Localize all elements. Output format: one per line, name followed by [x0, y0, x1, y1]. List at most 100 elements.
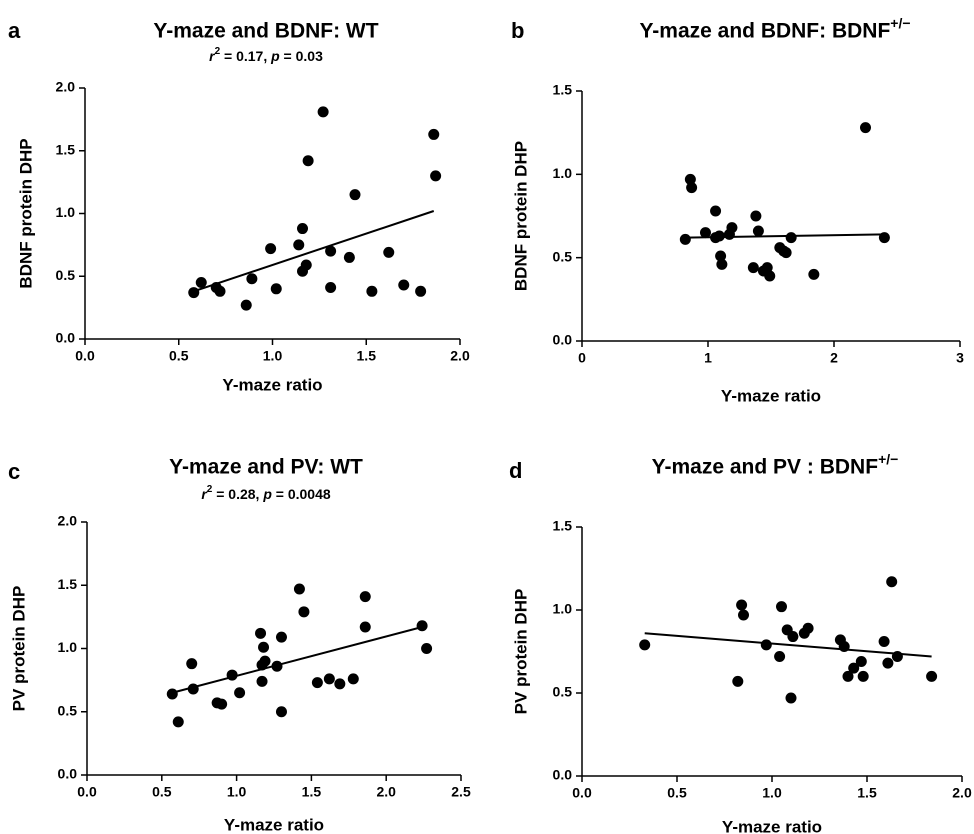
data-point [187, 683, 199, 695]
x-tick-label: 2.0 [450, 348, 470, 364]
data-point [710, 205, 722, 217]
data-point [878, 636, 890, 648]
data-point [726, 222, 738, 234]
y-tick-label: 1.0 [553, 601, 573, 617]
data-point [732, 675, 744, 687]
y-tick-label: 2.0 [56, 79, 76, 95]
x-tick-label: 1.5 [302, 784, 322, 800]
data-point [234, 687, 246, 699]
data-point [325, 282, 337, 294]
x-tick-label: 1.0 [227, 784, 247, 800]
data-point [421, 643, 433, 654]
y-tick-label: 0.5 [553, 684, 573, 700]
data-point [686, 182, 698, 194]
data-point [216, 698, 228, 710]
data-point [275, 706, 287, 718]
panel-c: c Y-maze and PV: WT r2 = 0.28, p = 0.0048 0… [8, 456, 471, 834]
data-point [226, 669, 238, 681]
data-point [300, 259, 312, 271]
data-point [293, 583, 305, 595]
data-point [882, 657, 894, 669]
data-point [259, 655, 271, 667]
y-tick-label: 0.5 [58, 702, 78, 718]
data-point [842, 670, 854, 682]
data-point [298, 606, 310, 618]
data-point [787, 631, 799, 643]
data-point [713, 230, 725, 242]
data-point [752, 225, 764, 237]
data-point [760, 639, 772, 651]
data-point [891, 650, 903, 662]
x-tick-label: 1.5 [857, 785, 877, 801]
data-point [699, 227, 711, 239]
data-point [383, 246, 395, 258]
data-point [878, 232, 890, 244]
y-axis-title: BDNF protein DHP [511, 141, 530, 291]
panel-d: d Y-maze and PV : BDNF+/− 0.0 0.5 1.0 1.5 2.0 0… [509, 451, 972, 834]
data-point [736, 599, 748, 611]
data-point [428, 128, 440, 140]
data-point [416, 620, 428, 632]
data-point [398, 279, 410, 291]
y-tick-label: 0.5 [56, 267, 76, 283]
y-tick-label: 0.0 [58, 766, 78, 782]
regression-line [172, 626, 423, 694]
data-point [271, 660, 283, 672]
data-point [359, 591, 371, 603]
data-point [246, 273, 258, 285]
data-point [738, 609, 749, 621]
data-point [255, 627, 267, 639]
data-point [214, 285, 226, 297]
data-point [275, 631, 287, 643]
y-tick-label: 1.5 [56, 141, 76, 157]
data-point [325, 245, 337, 257]
data-point [430, 170, 442, 182]
y-axis-title: PV protein DHP [511, 589, 530, 715]
y-tick-label: 1.5 [553, 82, 573, 98]
data-point [366, 285, 378, 297]
data-point [716, 258, 728, 270]
data-point [302, 155, 314, 167]
data-point [195, 277, 207, 289]
data-point [166, 688, 178, 700]
y-tick-label: 1.0 [553, 165, 573, 181]
data-point [256, 675, 268, 687]
y-axis-title: PV protein DHP [9, 586, 28, 712]
data-point [761, 262, 773, 274]
y-tick-label: 2.0 [58, 513, 78, 529]
x-tick-label: 2.5 [451, 784, 471, 800]
data-point [926, 670, 938, 682]
data-point [776, 601, 787, 613]
data-point [415, 285, 427, 297]
panel-b: b Y-maze and BDNF: BDNF+/− 0 1 2 3 0.0 0.5 1.0 1.… [511, 15, 964, 406]
data-point [715, 250, 727, 262]
y-tick-label: 1.5 [553, 518, 573, 534]
x-tick-label: 1.5 [357, 348, 377, 364]
y-tick-label: 1.5 [58, 576, 78, 592]
data-point [639, 639, 651, 651]
data-point [808, 268, 820, 280]
title-superscript: +/− [890, 15, 910, 31]
data-point [188, 287, 200, 299]
data-point [343, 251, 355, 263]
data-point [747, 262, 759, 274]
x-tick-label: 0.5 [667, 785, 687, 801]
x-axis-title: Y-maze ratio [722, 817, 822, 834]
data-point [359, 621, 371, 633]
y-axis-title: BDNF protein DHP [16, 138, 35, 288]
panel-letter: a [8, 18, 21, 43]
panel-letter: c [8, 459, 20, 484]
data-point [774, 650, 786, 662]
data-point [860, 122, 871, 134]
x-tick-label: 0.5 [169, 348, 189, 364]
data-point [764, 270, 776, 282]
data-point [848, 662, 860, 674]
x-tick-label: 1.0 [762, 785, 782, 801]
data-point [186, 658, 198, 670]
x-tick-label: 0.0 [572, 785, 592, 801]
x-tick-label: 0.0 [75, 348, 95, 364]
data-point [802, 622, 814, 634]
data-point [750, 210, 762, 222]
data-point [297, 223, 308, 235]
